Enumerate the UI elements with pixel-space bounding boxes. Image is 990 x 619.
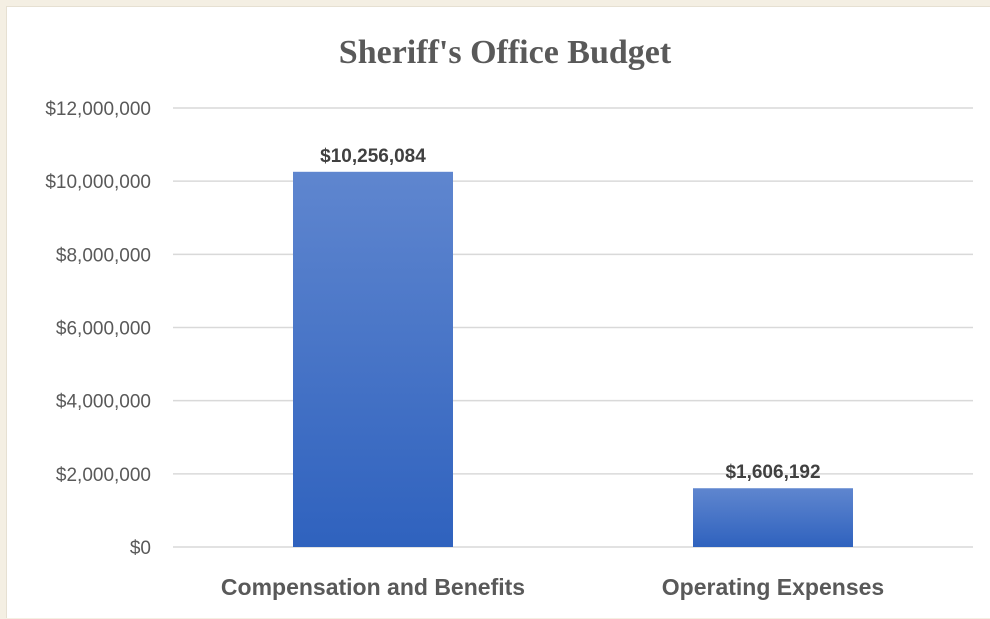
x-axis-labels: Compensation and Benefits Operating Expen… [221, 574, 884, 600]
bars [293, 171, 853, 547]
y-tick-label: $8,000,000 [56, 245, 151, 266]
y-tick-label: $12,000,000 [45, 99, 151, 120]
bar [293, 171, 453, 547]
chart-container: Sheriff's Office Budget $0 $2,000,000 $4,0… [6, 6, 990, 618]
y-tick-label: $2,000,000 [56, 465, 151, 486]
x-tick-label: Compensation and Benefits [221, 574, 525, 600]
bar-chart: Sheriff's Office Budget $0 $2,000,000 $4,0… [45, 34, 973, 600]
y-tick-label: $10,000,000 [45, 172, 151, 193]
data-label: $10,256,084 [320, 146, 426, 167]
y-axis-ticks: $0 $2,000,000 $4,000,000 $6,000,000 $8,000,0… [45, 99, 151, 559]
y-tick-label: $0 [130, 538, 151, 559]
y-tick-label: $4,000,000 [56, 392, 151, 413]
chart-title: Sheriff's Office Budget [339, 34, 672, 71]
x-tick-label: Operating Expenses [662, 574, 884, 600]
bar [693, 488, 853, 547]
data-label: $1,606,192 [725, 462, 820, 483]
data-labels: $10,256,084 $1,606,192 [320, 146, 820, 483]
y-tick-label: $6,000,000 [56, 319, 151, 340]
